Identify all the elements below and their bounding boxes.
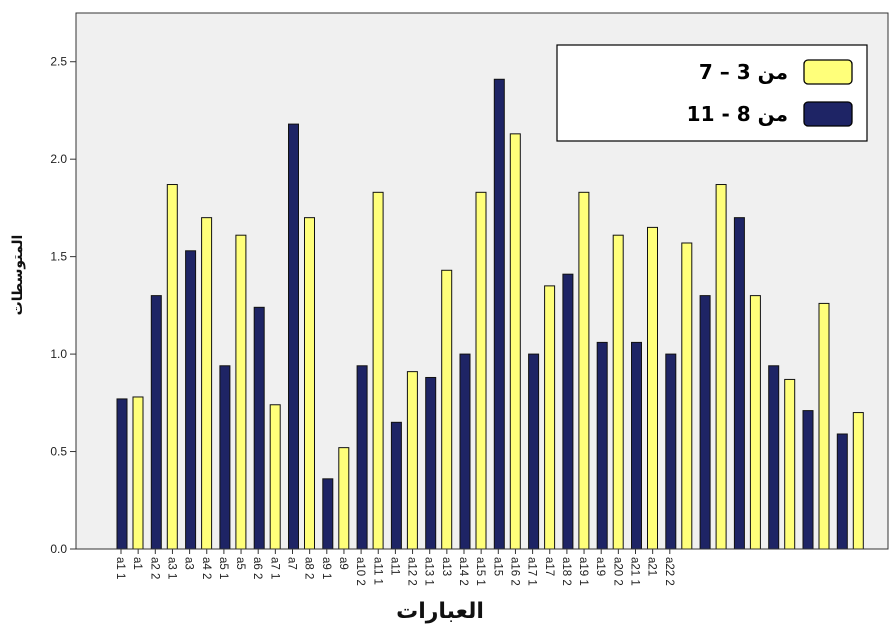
x-tick-label: a15 1 [474,557,486,586]
bar-series-2 [631,341,642,550]
x-tick-label: a19 1 [577,557,589,586]
x-tick-label: a21 1 [629,557,641,586]
x-tick-label: a12 2 [406,557,418,586]
x-tick-label: a21 [646,557,658,576]
bar-series-2 [562,273,574,550]
y-axis-title: المتوسطات [10,235,26,316]
bar-series-1 [166,184,178,550]
x-tick-label: a6 2 [251,557,263,579]
y-tick-label: 0.5 [50,445,67,459]
x-tick-label: a9 [337,557,349,570]
bar-series-1 [235,234,247,550]
bar-series-1 [818,302,830,550]
bar-series-2 [493,78,505,550]
bar-series-1 [269,404,281,550]
bar-series-2 [425,376,437,550]
bar-series-1 [578,191,590,550]
bar-series-2 [596,341,608,550]
x-tick-label: a14 2 [457,557,469,586]
bar-series-1 [372,191,384,550]
bar-series-1 [681,242,693,550]
y-tick-label: 1.0 [50,347,67,361]
bar-series-1 [304,217,315,550]
x-tick-label: a11 [388,557,400,575]
x-tick-label: a7 1 [268,557,280,579]
bar-series-2 [185,250,197,550]
bar-series-1 [544,285,556,550]
bar-series-1 [132,396,144,550]
bar-series-1 [647,226,658,550]
bar-series-2 [150,295,162,550]
bar-series-1 [406,371,418,550]
x-tick-label: a20 2 [611,557,623,586]
x-tick-label: a22 2 [663,557,675,586]
x-tick-label: a10 2 [354,557,366,586]
bar-series-2 [768,365,780,550]
x-tick-label: a17 1 [526,557,538,586]
legend-swatch-series-2 [803,101,853,127]
bar-series-2 [528,353,540,550]
bar-series-1 [201,217,213,550]
x-tick-label: a5 [234,557,246,570]
bar-series-2 [733,217,745,550]
bar-series-2 [116,398,128,550]
bar-series-2 [665,353,677,550]
x-tick-label: a13 1 [423,557,435,586]
bar-series-1 [852,412,864,550]
x-tick-label: a13 [440,557,452,576]
y-axis: 0.0 0.5 1.0 1.5 2.0 2.5 [50,13,77,556]
y-tick-label: 2.0 [50,152,67,166]
x-tick-label: a11 1 [371,557,383,585]
bar-series-2 [219,365,231,550]
x-tick-label: a4 2 [200,557,212,579]
bar-group [116,78,864,550]
legend-swatch-series-1 [803,59,853,85]
bar-series-1 [715,184,727,550]
x-tick-label: a1 1 [114,557,126,579]
bar-series-2 [836,433,848,550]
bar-series-1 [475,191,487,550]
y-tick-label: 2.5 [50,55,67,69]
bar-series-1 [338,447,350,550]
x-tick-label: a17 [543,557,555,576]
x-axis-title: العبارات [396,599,484,624]
x-tick-label: a2 2 [148,557,160,579]
bar-series-2 [802,410,814,550]
bar-series-1 [749,295,761,550]
x-tick-label: a19 [594,557,606,576]
x-tick-label: a1 [131,557,143,570]
bar-series-2 [356,365,368,550]
bar-series-2 [459,353,471,550]
bar-series-1 [612,234,624,550]
bar-series-1 [441,269,453,550]
bar-series-1 [784,378,796,550]
bar-series-2 [288,123,299,550]
x-tick-label: a7 [286,557,298,570]
x-tick-label: a16 2 [508,557,520,586]
bar-series-2 [322,478,334,550]
x-tick-label: a15 [491,557,503,576]
x-tick-label: a5 1 [217,557,229,579]
x-tick-label: a3 1 [165,557,177,579]
bar-series-2 [253,306,265,550]
x-tick-label: a9 1 [320,557,332,579]
bar-series-2 [390,421,402,550]
legend-label-series-2: من 8 - 11 [687,102,788,126]
x-tick-label: a18 2 [560,557,572,586]
legend: من 3 – 7 من 8 - 11 [556,44,868,142]
y-tick-label: 1.5 [50,250,67,264]
bar-series-2 [699,295,711,550]
x-tick-label: a3 [183,557,195,570]
x-axis: a1 1 a1 a2 2 a3 1 a3 a4 2 a5 1 a5 a6 2 a7 1 a7 a8 2… [76,548,888,586]
bar-series-1 [509,133,521,550]
legend-label-series-1: من 3 – 7 [699,60,788,84]
x-tick-label: a8 2 [303,557,315,579]
y-tick-label: 0.0 [50,542,67,556]
